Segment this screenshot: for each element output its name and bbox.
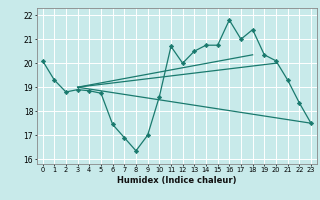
X-axis label: Humidex (Indice chaleur): Humidex (Indice chaleur) [117, 176, 236, 185]
